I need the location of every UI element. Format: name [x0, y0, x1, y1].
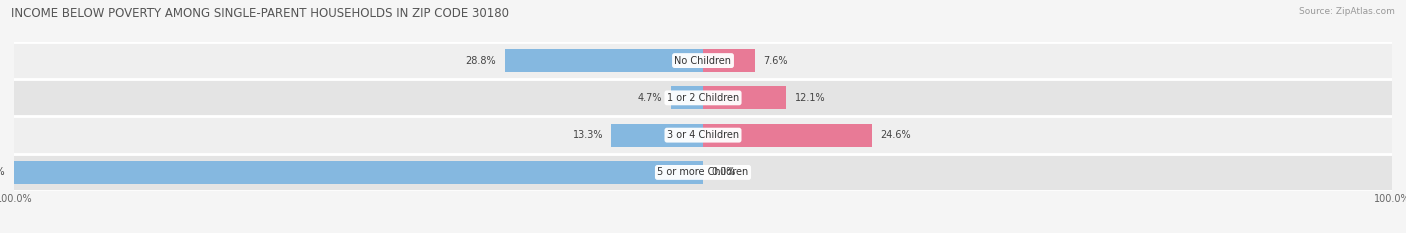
Text: 5 or more Children: 5 or more Children — [658, 168, 748, 177]
Text: 12.1%: 12.1% — [794, 93, 825, 103]
Text: 4.7%: 4.7% — [638, 93, 662, 103]
Bar — [612, 123, 703, 147]
Bar — [14, 42, 1392, 79]
Text: 13.3%: 13.3% — [572, 130, 603, 140]
Text: 1 or 2 Children: 1 or 2 Children — [666, 93, 740, 103]
Bar — [14, 154, 1392, 191]
Text: Source: ZipAtlas.com: Source: ZipAtlas.com — [1299, 7, 1395, 16]
Text: 28.8%: 28.8% — [465, 56, 496, 65]
Text: 7.6%: 7.6% — [763, 56, 789, 65]
Bar — [703, 86, 786, 110]
Bar — [671, 86, 703, 110]
Bar — [14, 161, 703, 184]
Bar — [14, 116, 1392, 154]
Text: 0.0%: 0.0% — [711, 168, 735, 177]
Bar — [703, 123, 873, 147]
Text: No Children: No Children — [675, 56, 731, 65]
Bar — [703, 49, 755, 72]
Bar — [14, 79, 1392, 116]
Text: 100.0%: 100.0% — [0, 168, 6, 177]
Text: 3 or 4 Children: 3 or 4 Children — [666, 130, 740, 140]
Text: 24.6%: 24.6% — [880, 130, 911, 140]
Bar — [505, 49, 703, 72]
Text: INCOME BELOW POVERTY AMONG SINGLE-PARENT HOUSEHOLDS IN ZIP CODE 30180: INCOME BELOW POVERTY AMONG SINGLE-PARENT… — [11, 7, 509, 20]
